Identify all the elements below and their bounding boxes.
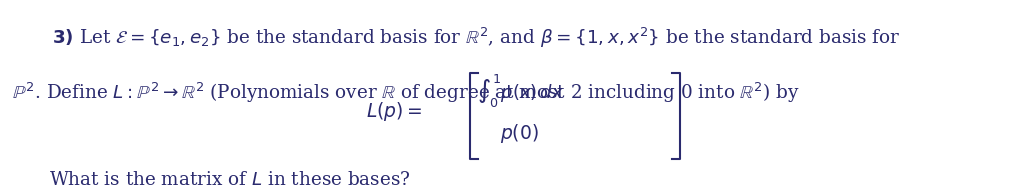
Text: $\mathbb{P}^2$. Define $L : \mathbb{P}^2 \rightarrow \mathbb{R}^2$ (Polynomials : $\mathbb{P}^2$. Define $L : \mathbb{P}^2… <box>12 81 800 105</box>
Text: What is the matrix of $L$ in these bases?: What is the matrix of $L$ in these bases… <box>49 171 411 189</box>
Text: $p(0)$: $p(0)$ <box>500 122 539 145</box>
Text: $\int_0^1 p(x)\, dx$: $\int_0^1 p(x)\, dx$ <box>476 73 563 110</box>
Text: $\bf{3)}$ Let $\mathcal{E} = \{e_1, e_2\}$ be the standard basis for $\mathbb{R}: $\bf{3)}$ Let $\mathcal{E} = \{e_1, e_2\… <box>52 26 900 50</box>
Text: $L(p) =$: $L(p) =$ <box>366 100 422 123</box>
